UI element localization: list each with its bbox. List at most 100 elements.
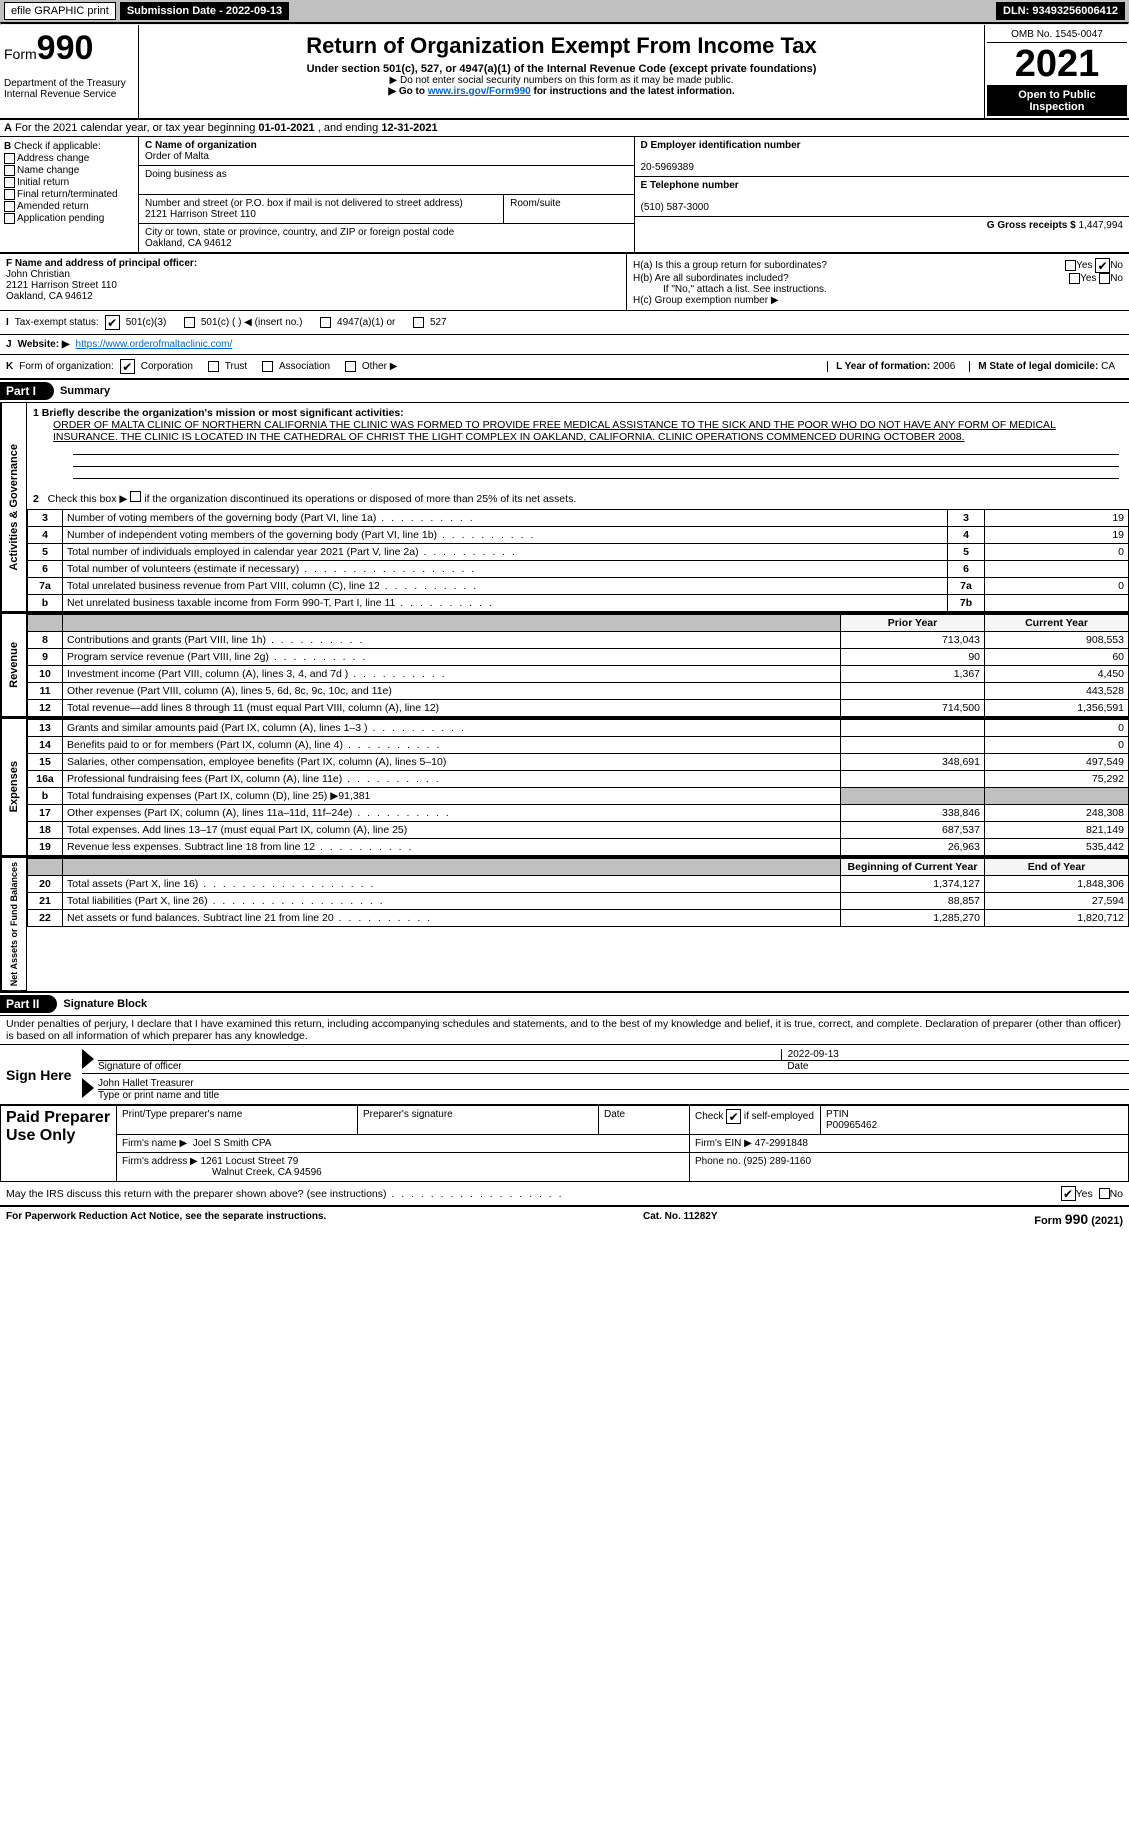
prep-date-label: Date [599,1106,690,1135]
arrow-icon [82,1049,94,1069]
k-text: Form of organization: [19,361,114,372]
vtab-netassets: Net Assets or Fund Balances [7,858,21,990]
k-label: K [6,361,13,372]
sign-here-label: Sign Here [0,1045,82,1104]
prep-sig-label: Preparer's signature [358,1106,599,1135]
chk-501c3[interactable] [105,315,120,330]
discuss-yes[interactable] [1061,1186,1076,1201]
chk-trust[interactable] [208,361,219,372]
line1-label: 1 Briefly describe the organization's mi… [33,407,1123,419]
g-value: 1,447,994 [1079,220,1124,231]
ha-no[interactable] [1095,258,1110,273]
preparer-table: Paid Preparer Use Only Print/Type prepar… [0,1105,1129,1182]
chk-amended[interactable] [4,201,15,212]
part1-header: Part I [0,382,54,400]
website-url[interactable]: https://www.orderofmaltaclinic.com/ [76,339,233,350]
a-mid: , and ending [318,122,382,134]
part1-title: Summary [54,385,110,397]
ssn-note: ▶ Do not enter social security numbers o… [143,75,980,86]
website-row: J Website: ▶ https://www.orderofmaltacli… [0,335,1129,355]
footer-left: For Paperwork Reduction Act Notice, see … [6,1211,326,1227]
penalty-text: Under penalties of perjury, I declare th… [0,1016,1129,1045]
part2-title: Signature Block [57,998,147,1010]
box-b: B Check if applicable: Address change Na… [0,137,139,252]
hb-label: H(b) Are all subordinates included? [633,273,1069,284]
irs-link[interactable]: www.irs.gov/Form990 [428,86,531,97]
firm-addr2: Walnut Creek, CA 94596 [122,1167,322,1178]
hc-label: H(c) Group exemption number ▶ [633,295,1123,306]
city-value: Oakland, CA 94612 [145,238,232,249]
chk-527[interactable] [413,317,424,328]
ha-yes[interactable] [1065,260,1076,271]
footer-mid: Cat. No. 11282Y [643,1211,717,1227]
firm-ein: 47-2991848 [755,1138,808,1149]
j-label: J [6,339,12,350]
org-name: Order of Malta [145,151,209,162]
f-label: F Name and address of principal officer: [6,258,197,269]
chk-pending[interactable] [4,213,15,224]
hb-no[interactable] [1099,273,1110,284]
city-label: City or town, state or province, country… [145,227,454,238]
chk-assoc[interactable] [262,361,273,372]
chk-corp[interactable] [120,359,135,374]
dln-label: DLN: 93493256006412 [996,2,1125,20]
ag-table: 3Number of voting members of the governi… [27,509,1129,612]
dept-treasury: Department of the Treasury [4,78,134,89]
ptin-label: PTIN [826,1109,849,1120]
officer-name: John Christian [6,269,70,280]
print-name-label: Print/Type preparer's name [117,1106,358,1135]
chk-final[interactable] [4,189,15,200]
mission-text: ORDER OF MALTA CLINIC OF NORTHERN CALIFO… [33,419,1123,443]
ein-value: 20-5969389 [641,162,694,173]
chk-4947[interactable] [320,317,331,328]
prep-phone: (925) 289-1160 [743,1156,811,1167]
k-row: K Form of organization: Corporation Trus… [0,355,1129,380]
revenue-table: Prior YearCurrent Year 8Contributions an… [27,614,1129,717]
ptin-value: P00965462 [826,1120,877,1131]
dba-label: Doing business as [145,169,227,180]
officer-addr1: 2121 Harrison Street 110 [6,280,117,291]
chk-discontinued[interactable] [130,491,141,502]
date-label: Date [781,1061,1129,1072]
form-number: 990 [37,29,94,67]
i-label: I [6,317,9,328]
firm-ein-label: Firm's EIN ▶ [695,1138,752,1149]
b-label: B [4,141,11,152]
page-footer: For Paperwork Reduction Act Notice, see … [0,1207,1129,1231]
paid-preparer-label: Paid Preparer Use Only [1,1106,117,1182]
chk-other[interactable] [345,361,356,372]
vtab-revenue: Revenue [6,638,22,692]
a-end: 12-31-2021 [381,122,437,134]
l-val: 2006 [933,361,955,372]
officer-addr2: Oakland, CA 94612 [6,291,93,302]
m-val: CA [1101,361,1115,372]
discuss-no[interactable] [1099,1188,1110,1199]
type-name-label: Type or print name and title [98,1090,1129,1101]
addr-label: Number and street (or P.O. box if mail i… [145,198,463,209]
officer-print-name: John Hallet Treasurer [98,1078,1129,1090]
chk-501c[interactable] [184,317,195,328]
firm-name-label: Firm's name ▶ [122,1138,187,1149]
arrow-icon [82,1078,94,1098]
info-grid: B Check if applicable: Address change Na… [0,137,1129,254]
form-subtitle: Under section 501(c), 527, or 4947(a)(1)… [143,63,980,75]
form-title: Return of Organization Exempt From Incom… [143,33,980,59]
chk-name[interactable] [4,165,15,176]
room-label: Room/suite [510,198,561,209]
chk-address[interactable] [4,153,15,164]
efile-label: efile GRAPHIC print [4,2,116,20]
e-label: E Telephone number [641,180,739,191]
chk-self-employed[interactable] [726,1109,741,1124]
efile-topbar: efile GRAPHIC print Submission Date - 20… [0,0,1129,22]
tax-year: 2021 [987,43,1127,86]
chk-initial[interactable] [4,177,15,188]
d-label: D Employer identification number [641,140,801,151]
form-header: Form990 Department of the Treasury Inter… [0,25,1129,120]
vtab-activities: Activities & Governance [6,440,22,575]
firm-name: Joel S Smith CPA [193,1138,272,1149]
open-to-public: Open to Public Inspection [987,86,1127,116]
ha-label: H(a) Is this a group return for subordin… [633,260,1065,271]
form-text: Form [4,46,37,62]
hb-yes[interactable] [1069,273,1080,284]
h-note: If "No," attach a list. See instructions… [633,284,1123,295]
